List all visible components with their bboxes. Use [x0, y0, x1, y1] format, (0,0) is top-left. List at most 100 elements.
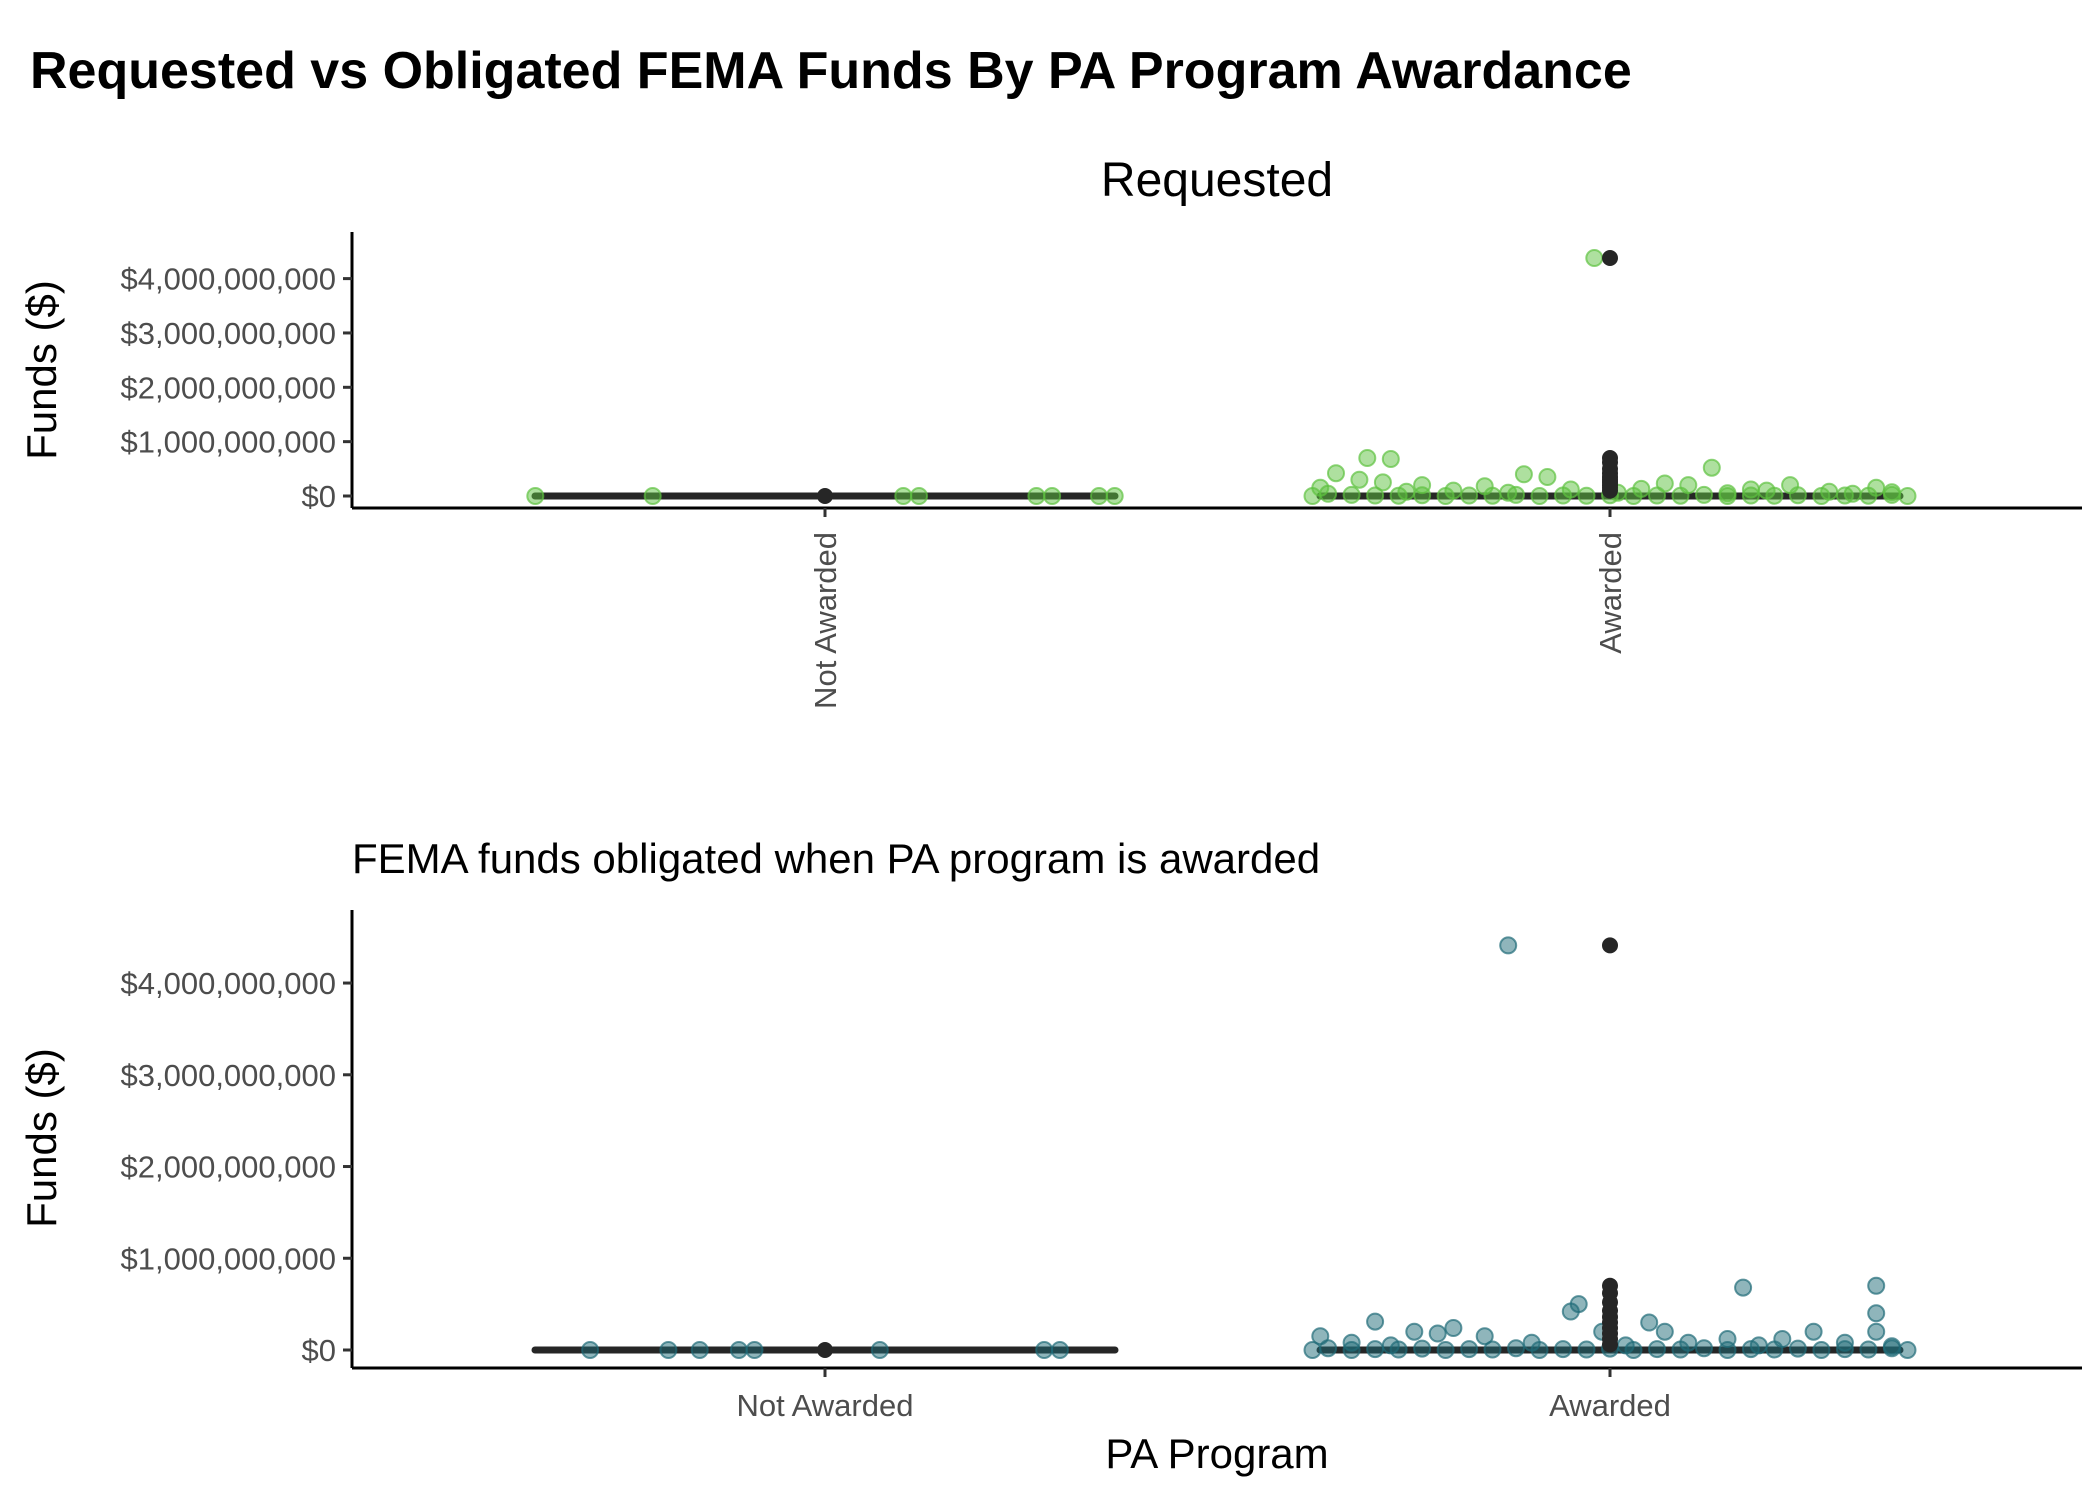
data-point [1788, 1339, 1807, 1358]
y-tick-label: $4,000,000,000 [121, 262, 337, 297]
data-point [1702, 458, 1721, 477]
data-point [1624, 487, 1643, 505]
data-point [1859, 486, 1878, 505]
y-tick-label: $0 [302, 1333, 336, 1368]
data-point [1741, 486, 1760, 505]
data-point [1718, 487, 1737, 505]
data-point [1475, 1327, 1494, 1346]
outlier-point [817, 488, 833, 504]
data-point [1350, 470, 1369, 489]
data-point [1381, 450, 1400, 468]
data-point [910, 487, 928, 505]
data-point [1867, 1322, 1886, 1341]
x-axis-title: PA Program [1105, 1430, 1328, 1477]
x-tick-label: Not Awarded [737, 1388, 914, 1423]
data-point [1428, 1324, 1447, 1343]
data-point [1405, 1322, 1424, 1341]
data-point [1695, 1339, 1713, 1358]
data-point [1319, 484, 1338, 503]
data-point [1043, 487, 1062, 505]
data-point [1413, 1339, 1432, 1358]
data-point [745, 1341, 764, 1359]
y-tick-label: $2,000,000,000 [121, 370, 337, 405]
data-point [1671, 486, 1690, 505]
data-point [1648, 486, 1666, 505]
data-point [1327, 464, 1345, 483]
outlier-point [1602, 250, 1618, 266]
data-point [1859, 1340, 1878, 1359]
data-point [1640, 1313, 1659, 1332]
data-point [1389, 486, 1408, 505]
data-point [1624, 1341, 1643, 1359]
data-point [1812, 487, 1831, 505]
data-point [1585, 249, 1604, 267]
data-point [1765, 486, 1784, 505]
data-point [1718, 1341, 1737, 1359]
data-point [1561, 1302, 1580, 1321]
data-point [1436, 1341, 1455, 1359]
data-point [1835, 1340, 1854, 1359]
data-point [1303, 1341, 1322, 1359]
outlier-point [817, 1342, 833, 1358]
data-point [1436, 487, 1455, 505]
data-point [1342, 1341, 1361, 1359]
data-point [1898, 487, 1917, 505]
panel-subtitle: FEMA funds obligated when PA program is … [352, 835, 1320, 882]
data-point [1835, 486, 1854, 505]
data-point [1507, 485, 1525, 504]
data-point [1389, 1340, 1408, 1359]
data-point [1366, 1340, 1385, 1359]
data-point [1648, 1340, 1666, 1359]
y-tick-label: $2,000,000,000 [121, 1150, 337, 1185]
data-point [1514, 465, 1533, 484]
data-point [1342, 485, 1361, 504]
y-tick-label: $0 [302, 479, 336, 514]
data-point [1507, 1339, 1525, 1358]
data-point [1882, 1339, 1901, 1358]
data-point [1671, 1340, 1690, 1359]
panel-title: Requested [1101, 154, 1333, 207]
data-point [1483, 486, 1502, 505]
x-tick-label: Awarded [1549, 1388, 1671, 1423]
y-tick-label: $1,000,000,000 [121, 1241, 337, 1276]
obligated-panel: FEMA funds obligated when PA program is … [18, 835, 2082, 1477]
data-point [1090, 487, 1108, 505]
data-point [1577, 1340, 1596, 1359]
data-point [581, 1341, 600, 1359]
outlier-point [1602, 482, 1618, 499]
data-point [1027, 487, 1046, 505]
x-tick-label: Not Awarded [808, 532, 843, 709]
x-tick-label: Awarded [1593, 532, 1628, 654]
data-point [1898, 1341, 1917, 1359]
data-point [1804, 1322, 1823, 1341]
data-point [1867, 1304, 1886, 1323]
y-axis-title: Funds ($) [18, 280, 65, 460]
data-point [1373, 473, 1392, 492]
data-point [1050, 1341, 1069, 1359]
y-tick-label: $4,000,000,000 [121, 966, 337, 1001]
data-point [643, 487, 662, 505]
y-tick-label: $3,000,000,000 [121, 1058, 337, 1093]
data-point [526, 487, 545, 505]
data-point [1319, 1339, 1338, 1358]
data-point [1366, 1312, 1385, 1331]
y-tick-label: $1,000,000,000 [121, 425, 337, 460]
data-point [1413, 486, 1432, 505]
data-point [1554, 1340, 1572, 1359]
outlier-point [1602, 1336, 1618, 1353]
data-point [1366, 486, 1385, 505]
data-point [1530, 1341, 1549, 1359]
data-point [1358, 449, 1377, 467]
data-point [690, 1341, 709, 1359]
data-point [1538, 468, 1557, 486]
data-point [1035, 1341, 1054, 1359]
data-point [659, 1341, 678, 1359]
data-point [870, 1341, 889, 1359]
data-point [1577, 486, 1596, 505]
data-point [1788, 486, 1807, 505]
data-point [1655, 1322, 1674, 1341]
data-point [1483, 1340, 1502, 1359]
data-point [1695, 485, 1713, 504]
data-point [1460, 486, 1479, 505]
data-point [894, 487, 913, 505]
